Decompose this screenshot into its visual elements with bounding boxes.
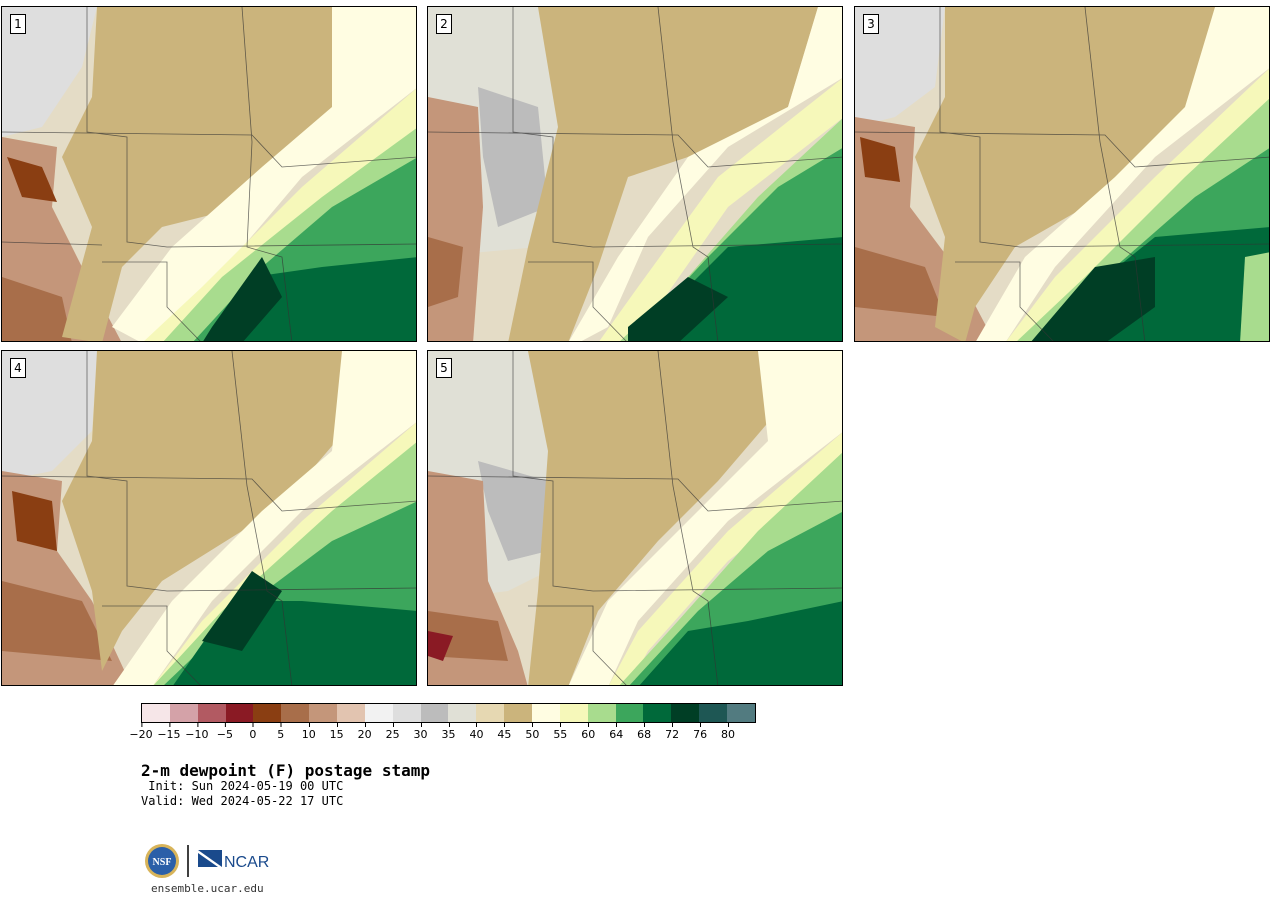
tick-text: 40 [469,728,484,741]
tick-text: 68 [637,728,652,741]
dewpoint-map-1 [2,7,416,341]
colorbar-tick-label: 10 [302,723,316,741]
colorbar-tick-label: 72 [665,723,679,741]
colorbar-tick-label: 80 [721,723,735,741]
colorbar-tick-label: 60 [581,723,595,741]
colorbar-tick-label: −15 [157,723,181,741]
tick-text: 5 [277,728,285,741]
panel-label: 5 [436,358,452,378]
colorbar-swatch [142,704,170,722]
colorbar-tick-label: 5 [277,723,284,741]
site-url: ensemble.ucar.edu [151,882,264,895]
tick-text: 80 [721,728,736,741]
colorbar-swatch [225,704,254,722]
colorbar-swatch [615,704,644,722]
colorbar-swatch [364,704,393,722]
dewpoint-map-5 [428,351,842,685]
tick-text: −15 [157,728,181,741]
panel-label: 2 [436,14,452,34]
colorbar-tick-label: 30 [414,723,428,741]
colorbar-swatch [671,704,700,722]
colorbar-tick-label: 0 [249,723,256,741]
map-panel-5: 5 [427,350,843,686]
tick-text: 64 [609,728,624,741]
tick-text: −10 [185,728,209,741]
colorbar-swatch [587,704,616,722]
colorbar-swatch [476,704,505,722]
tick-text: 0 [249,728,257,741]
tick-text: 45 [497,728,512,741]
ncar-logo: NCAR [198,850,269,871]
chart-title: 2-m dewpoint (F) postage stamp [141,761,430,780]
colorbar-tick-labels: −20 −15 −10 −5 0 5 10 15 20 25 30 35 40 45 50 55 60 64 68 7… [129,723,756,743]
ncar-text: NCAR [224,854,269,871]
tick-text: 25 [385,728,400,741]
tick-text: 30 [413,728,428,741]
nsf-ncar-logo: NSF NCAR [145,844,269,878]
colorbar-swatch [699,704,728,722]
tick-text: 20 [357,728,372,741]
map-panel-3: 3 [854,6,1270,342]
colorbar-swatch [197,704,226,722]
colorbar-swatch [448,704,477,722]
tick-text: −20 [129,728,153,741]
panel-label: 3 [863,14,879,34]
colorbar-swatch [392,704,421,722]
panel-label: 1 [10,14,26,34]
map-panel-1: 1 [1,6,417,342]
colorbar-tick-label: −10 [185,723,209,741]
tick-text: 15 [329,728,344,741]
nsf-text: NSF [153,857,172,868]
colorbar-tick-label: 20 [358,723,372,741]
tick-text: 76 [693,728,708,741]
colorbar-tick-label: −5 [217,723,233,741]
colorbar-swatch [532,704,560,722]
tick-text: 55 [553,728,568,741]
colorbar-tick-label: 64 [609,723,623,741]
colorbar-swatch [727,704,755,722]
colorbar-tick-label: −20 [129,723,153,741]
colorbar-swatch [337,704,365,722]
valid-time: Valid: Wed 2024-05-22 17 UTC [141,794,344,808]
colorbar-swatch [281,704,310,722]
tick-text: 35 [441,728,456,741]
colorbar-swatch [253,704,282,722]
colorbar-swatch [643,704,672,722]
colorbar-tick-label: 55 [553,723,567,741]
tick-text: 50 [525,728,540,741]
tick-text: 10 [301,728,316,741]
dewpoint-map-3 [855,7,1269,341]
map-panel-4: 4 [1,350,417,686]
colorbar-tick-label: 68 [637,723,651,741]
colorbar-swatch [309,704,338,722]
dewpoint-map-2 [428,7,842,341]
dewpoint-map-4 [2,351,416,685]
map-panel-2: 2 [427,6,843,342]
tick-text: 60 [581,728,596,741]
colorbar-tick-label: 76 [693,723,707,741]
colorbar-tick-label: 25 [386,723,400,741]
colorbar-swatch [420,704,449,722]
init-time: Init: Sun 2024-05-19 00 UTC [141,779,344,793]
colorbar-tick-label: 40 [469,723,483,741]
nsf-logo: NSF [145,844,179,878]
tick-text: −5 [216,728,233,741]
panel-label: 4 [10,358,26,378]
colorbar-swatch [559,704,588,722]
colorbar-swatch [504,704,533,722]
colorbar-tick-label: 45 [497,723,511,741]
colorbar [141,703,756,723]
colorbar-tick-label: 15 [330,723,344,741]
colorbar-tick-label: 35 [442,723,456,741]
colorbar-tick-label: 50 [525,723,539,741]
colorbar-swatch [169,704,198,722]
tick-text: 72 [665,728,680,741]
